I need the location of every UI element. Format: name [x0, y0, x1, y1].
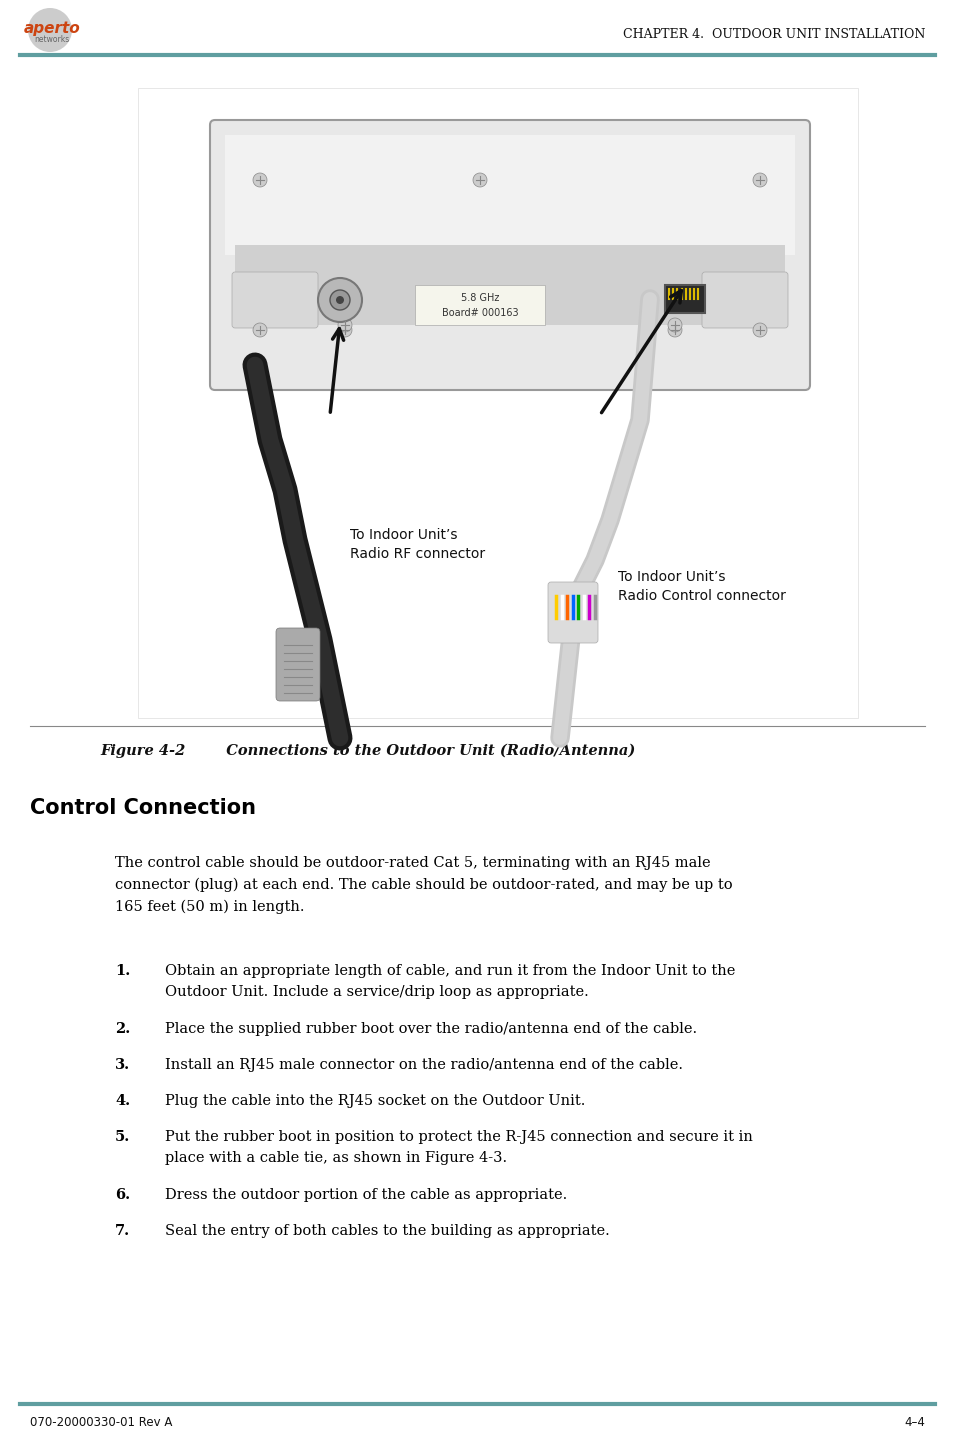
Text: Figure 4-2        Connections to the Outdoor Unit (Radio/Antenna): Figure 4-2 Connections to the Outdoor Un…: [100, 744, 635, 758]
Circle shape: [28, 9, 72, 52]
FancyBboxPatch shape: [235, 245, 785, 325]
Text: 3.: 3.: [115, 1058, 130, 1071]
Circle shape: [318, 279, 362, 322]
Circle shape: [338, 323, 352, 336]
Circle shape: [338, 318, 352, 332]
Text: 6.: 6.: [115, 1188, 130, 1201]
FancyBboxPatch shape: [276, 628, 320, 700]
Text: To Indoor Unit’s
Radio Control connector: To Indoor Unit’s Radio Control connector: [618, 570, 786, 604]
Circle shape: [753, 323, 767, 336]
FancyBboxPatch shape: [138, 88, 858, 718]
Text: 5.: 5.: [115, 1131, 130, 1144]
Text: Place the supplied rubber boot over the radio/antenna end of the cable.: Place the supplied rubber boot over the …: [165, 1022, 697, 1035]
Text: 4–4: 4–4: [904, 1415, 925, 1428]
Text: aperto: aperto: [24, 20, 80, 36]
Text: Install an RJ45 male connector on the radio/antenna end of the cable.: Install an RJ45 male connector on the ra…: [165, 1058, 683, 1071]
Circle shape: [753, 173, 767, 188]
FancyBboxPatch shape: [225, 134, 795, 256]
Circle shape: [336, 296, 344, 305]
Text: 2.: 2.: [115, 1022, 130, 1035]
Text: 070-20000330-01 Rev A: 070-20000330-01 Rev A: [30, 1415, 172, 1428]
Circle shape: [668, 323, 682, 336]
Circle shape: [253, 173, 267, 188]
FancyBboxPatch shape: [415, 284, 545, 325]
Text: CHAPTER 4.  OUTDOOR UNIT INSTALLATION: CHAPTER 4. OUTDOOR UNIT INSTALLATION: [623, 29, 925, 42]
FancyBboxPatch shape: [548, 582, 598, 643]
Text: 7.: 7.: [115, 1225, 130, 1238]
Circle shape: [330, 290, 350, 310]
Circle shape: [253, 323, 267, 336]
Circle shape: [668, 318, 682, 332]
FancyBboxPatch shape: [232, 271, 318, 328]
Text: To Indoor Unit’s
Radio RF connector: To Indoor Unit’s Radio RF connector: [350, 529, 485, 562]
Text: Seal the entry of both cables to the building as appropriate.: Seal the entry of both cables to the bui…: [165, 1225, 609, 1238]
Text: Board# 000163: Board# 000163: [442, 308, 519, 318]
FancyBboxPatch shape: [665, 284, 705, 313]
Text: 5.8 GHz: 5.8 GHz: [461, 293, 499, 303]
Text: Dress the outdoor portion of the cable as appropriate.: Dress the outdoor portion of the cable a…: [165, 1188, 567, 1201]
Text: networks: networks: [34, 35, 70, 43]
Text: Plug the cable into the RJ45 socket on the Outdoor Unit.: Plug the cable into the RJ45 socket on t…: [165, 1095, 585, 1108]
FancyBboxPatch shape: [702, 271, 788, 328]
FancyBboxPatch shape: [210, 120, 810, 390]
Text: The control cable should be outdoor-rated Cat 5, terminating with an RJ45 male
c: The control cable should be outdoor-rate…: [115, 856, 732, 914]
Text: Obtain an appropriate length of cable, and run it from the Indoor Unit to the
Ou: Obtain an appropriate length of cable, a…: [165, 965, 735, 999]
Circle shape: [473, 173, 487, 188]
Text: Control Connection: Control Connection: [30, 799, 256, 817]
Text: 4.: 4.: [115, 1095, 130, 1108]
Text: Put the rubber boot in position to protect the R-J45 connection and secure it in: Put the rubber boot in position to prote…: [165, 1131, 753, 1165]
Text: 1.: 1.: [115, 965, 130, 978]
